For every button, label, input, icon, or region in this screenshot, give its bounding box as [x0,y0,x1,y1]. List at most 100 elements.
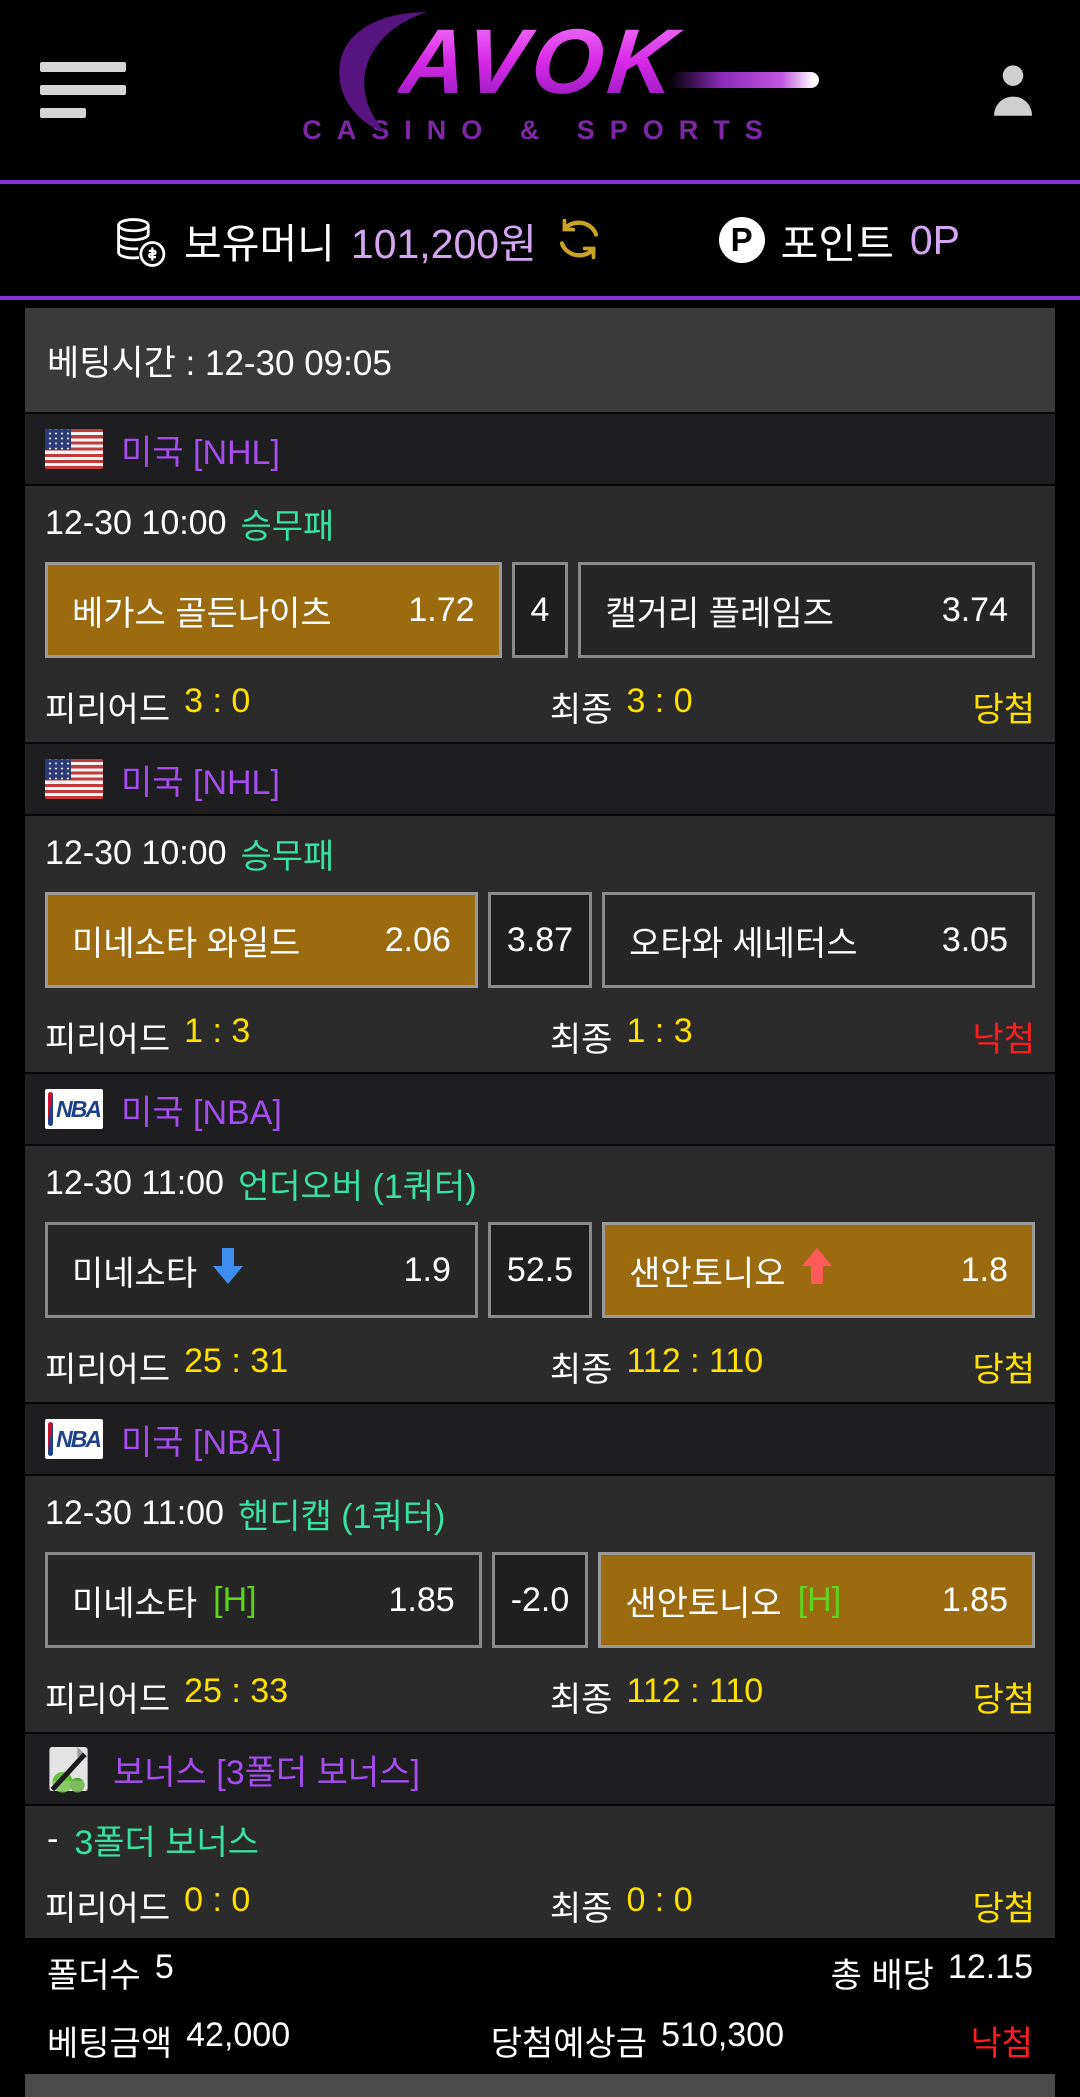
line-value: -2.0 [510,1580,570,1619]
final-label: 최종 [549,1020,613,1059]
period-label: 피리어드 [45,1889,171,1928]
result-badge: 낙첨 [972,1020,1035,1059]
bet-slip-card: 베팅시간 : 12-30 09:05 미국 [NHL] 12-30 10:00 승무… [25,308,1055,2097]
period-score: 3 : 0 [184,681,251,720]
total-odds-value: 12.15 [947,1947,1033,1986]
period-score: 25 : 33 [184,1671,289,1710]
period-label: 피리어드 [45,1020,171,1059]
result-badge: 당첨 [972,1680,1035,1719]
usa-flag-icon [45,759,103,799]
expected-win-value: 510,300 [661,2015,784,2054]
away-team-name: 캘거리 플레임즈 [605,594,834,633]
match-time: 12-30 11:00 [45,1163,224,1202]
app-header: AVOK CASINO & SPORTS [0,0,1080,180]
bonus-result-row: 피리어드 0 : 0 최종 0 : 0 당첨 [25,1872,1055,1938]
point-section: P 포인트 0P [718,210,960,270]
final-label: 최종 [549,690,613,729]
away-team-name: 오타와 세네터스 [629,924,858,963]
money-value: 101,200원 [350,221,537,267]
result-row: 피리어드 25 : 33 최종 112 : 110 당첨 [25,1660,1055,1732]
refresh-button[interactable] [553,215,605,266]
final-score: 112 : 110 [626,1671,764,1710]
period-score: 1 : 3 [184,1011,251,1050]
league-row: NBA 미국 [NBA] [25,1402,1055,1476]
period-label: 피리어드 [45,1680,171,1719]
bonus-result-badge: 당첨 [972,1889,1035,1928]
away-odds-cell: 오타와 세네터스 3.05 [602,892,1035,988]
result-row: 피리어드 25 : 31 최종 112 : 110 당첨 [25,1330,1055,1402]
divider-top [0,180,1080,184]
result-badge: 당첨 [972,690,1035,729]
summary-row-folders: 폴더수 5 총 배당 12.15 [47,1938,1033,2006]
home-odds: 1.85 [388,1580,455,1619]
home-odds-cell: 베가스 골든나이츠 1.72 [45,562,502,658]
match-section: NBA 미국 [NBA] 12-30 11:00 언더오버 (1쿼터) 미네소타 1.9 5… [25,1072,1055,1402]
league-label: 미국 [NBA] [121,1423,282,1462]
menu-button[interactable] [40,62,130,118]
logo-subtitle: CASINO & SPORTS [302,114,778,145]
home-team-name: 베가스 골든나이츠 [72,594,332,633]
league-row: 미국 [NHL] [25,412,1055,486]
bonus-name: 3폴더 보너스 [74,1823,260,1862]
profile-button[interactable] [986,60,1040,121]
bonus-league-row: 보너스 [3폴더 보너스] [25,1732,1055,1806]
period-label: 피리어드 [45,690,171,729]
period-score: 0 : 0 [184,1880,251,1919]
point-value: 0P [909,216,960,263]
match-section: 미국 [NHL] 12-30 10:00 승무패 베가스 골든나이츠 1.72 4 캘거리 … [25,412,1055,742]
odds-row: 미네소타 [H] 1.85 -2.0 샌안토니오 [H] 1.85 [25,1550,1055,1660]
league-row: NBA 미국 [NBA] [25,1072,1055,1146]
match-section: 미국 [NHL] 12-30 10:00 승무패 미네소타 와일드 2.06 3.87 오타… [25,742,1055,1072]
away-team-name: 샌안토니오 [629,1254,786,1293]
final-score: 0 : 0 [626,1880,693,1919]
away-odds: 3.74 [941,590,1009,629]
point-badge: P [718,217,765,263]
match-time-row: 12-30 11:00 언더오버 (1쿼터) [25,1146,1055,1220]
result-row: 피리어드 1 : 3 최종 1 : 3 낙첨 [25,1000,1055,1072]
folder-count-value: 5 [154,1947,174,1986]
final-label: 최종 [549,1680,613,1719]
home-team-name: 미네소타 [72,1254,198,1293]
market-type: 승무패 [240,507,335,546]
logo: AVOK CASINO & SPORTS [230,11,850,146]
line-value: 4 [530,590,550,629]
bet-time: 베팅시간 : 12-30 09:05 [47,343,392,383]
money-label: 보유머니 [184,221,335,267]
league-row: 미국 [NHL] [25,742,1055,816]
away-odds-cell: 샌안토니오 1.8 [602,1222,1035,1318]
bonus-icon [49,1746,88,1793]
away-odds: 1.8 [960,1250,1008,1289]
home-odds: 1.9 [403,1250,451,1289]
match-time: 12-30 10:00 [45,833,227,872]
final-label: 최종 [549,1350,613,1389]
nba-logo-icon: NBA [45,1419,103,1459]
home-odds-cell: 미네소타 1.9 [45,1222,478,1318]
result-badge: 당첨 [972,1350,1035,1389]
league-label: 미국 [NHL] [121,433,280,472]
expected-win-label: 당첨예상금 [490,2024,648,2063]
odds-row: 미네소타 1.9 52.5 샌안토니오 1.8 [25,1220,1055,1330]
market-type: 핸디캡 (1쿼터) [237,1497,446,1536]
logo-swoosh [338,12,427,132]
final-score: 112 : 110 [626,1341,764,1380]
away-odds-cell: 캘거리 플레임즈 3.74 [578,562,1036,658]
bonus-league-label: 보너스 [3폴더 보너스] [113,1753,420,1792]
final-score: 1 : 3 [626,1011,693,1050]
bet-amount-label: 베팅금액 [47,2024,173,2063]
refresh-icon [559,218,599,259]
odds-row: 베가스 골든나이츠 1.72 4 캘거리 플레임즈 3.74 [25,560,1055,670]
away-odds: 3.05 [941,920,1008,959]
home-odds-cell: 미네소타 와일드 2.06 [45,892,478,988]
away-team-name: 샌안토니오 [625,1584,782,1623]
logo-text: AVOK [395,11,685,113]
league-label: 미국 [NBA] [121,1093,282,1132]
league-label: 미국 [NHL] [121,763,280,802]
period-score: 25 : 31 [184,1341,289,1380]
home-team-name: 미네소타 와일드 [72,924,301,963]
coin-stack-icon [117,218,166,267]
odds-row: 미네소타 와일드 2.06 3.87 오타와 세네터스 3.05 [25,890,1055,1000]
market-type: 언더오버 (1쿼터) [237,1167,477,1206]
match-section: NBA 미국 [NBA] 12-30 11:00 핸디캡 (1쿼터) 미네소타 [H] 1.… [25,1402,1055,1732]
line-odds-cell: 3.87 [487,892,593,988]
